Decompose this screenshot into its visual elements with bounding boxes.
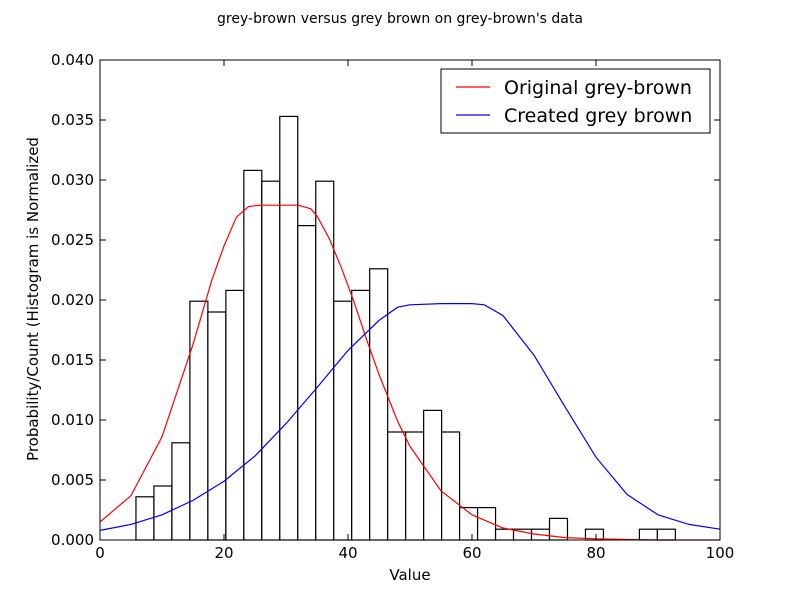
x-tick-label: 80 [586, 544, 605, 562]
y-tick-label: 0.010 [51, 411, 94, 429]
legend-box [440, 68, 711, 134]
histogram-bar [153, 485, 173, 541]
histogram-bar [315, 180, 335, 541]
series-line-1 [99, 303, 721, 531]
y-tick-label: 0.015 [51, 351, 94, 369]
histogram-bar [279, 115, 299, 541]
x-tick-label: 100 [706, 544, 735, 562]
histogram-bar [189, 300, 209, 541]
histogram-bar [333, 300, 353, 541]
chart-title: grey-brown versus grey brown on grey-bro… [217, 11, 583, 27]
histogram-bar [297, 225, 317, 541]
histogram-bar [387, 431, 407, 541]
series-line-0 [99, 204, 720, 541]
x-tick-label: 20 [214, 544, 233, 562]
y-axis-label: Probability/Count (Histogram is Normaliz… [24, 137, 42, 461]
histogram-bar [243, 169, 263, 541]
x-tick-label: 0 [95, 544, 105, 562]
y-tick-label: 0.030 [51, 171, 94, 189]
plot-area: 0 20 40 60 80 100 0.000 0.005 0.010 0.015 0.020 0.0… [51, 51, 734, 562]
histogram-bar [207, 311, 227, 541]
y-tick-label: 0.025 [51, 231, 94, 249]
histogram-bar [369, 268, 389, 541]
x-axis-label: Value [389, 566, 430, 584]
legend: Original grey-brown Created grey brown [440, 68, 711, 134]
histogram-bar [638, 528, 658, 541]
x-tick-label: 60 [462, 544, 481, 562]
y-tick-label: 0.005 [51, 471, 94, 489]
histogram-bar [423, 409, 443, 541]
y-tick-label: 0.035 [51, 111, 94, 129]
legend-label-1: Created grey brown [504, 105, 692, 127]
histogram-bar [494, 528, 515, 541]
histogram-bar [351, 289, 371, 541]
y-tick-label: 0.020 [51, 291, 94, 309]
histogram-bar [225, 289, 245, 541]
legend-label-0: Original grey-brown [504, 77, 692, 99]
y-tick-label: 0.040 [51, 51, 94, 69]
y-tick-label: 0.000 [51, 531, 94, 549]
x-tick-label: 40 [338, 544, 357, 562]
histogram-bar [656, 528, 676, 541]
histogram-bar [405, 431, 425, 541]
histogram-bar [261, 180, 281, 541]
histogram-bar [441, 431, 461, 541]
histogram-bar [171, 442, 191, 541]
